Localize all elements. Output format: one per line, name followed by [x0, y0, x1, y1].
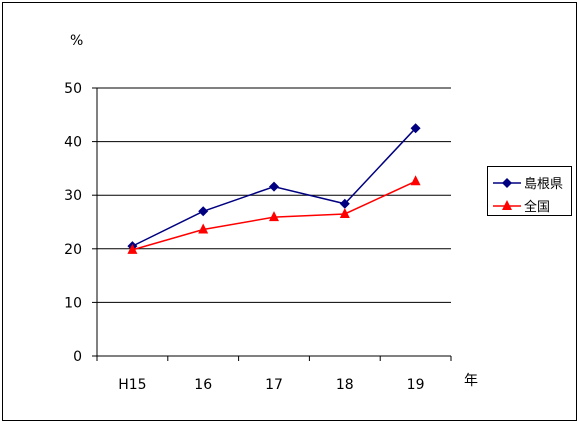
data-point	[269, 181, 279, 192]
series-layer	[127, 123, 421, 254]
data-point	[198, 206, 209, 217]
series-national	[127, 175, 421, 254]
legend-marker	[502, 200, 512, 210]
x-tick-label: 19	[407, 377, 425, 393]
legend-box	[487, 166, 572, 216]
x-tick-label: 17	[265, 377, 283, 393]
legend-label: 全国	[524, 199, 550, 215]
y-tick-label: 0	[73, 349, 82, 365]
y-tick-label: 20	[64, 242, 82, 258]
x-tick-label: 18	[336, 377, 354, 393]
tick-labels: 0 10 20 30 40 50 H15 16 17 18 19	[64, 81, 424, 393]
gridlines	[97, 87, 451, 303]
data-point	[127, 243, 138, 254]
legend-label: 島根県	[524, 177, 563, 192]
data-point	[198, 223, 209, 234]
legend-marker	[502, 178, 512, 188]
chart-border	[2, 2, 577, 421]
x-tick-label: H15	[118, 377, 146, 393]
axes	[92, 87, 452, 361]
y-tick-label: 30	[64, 188, 82, 204]
data-point	[339, 198, 350, 209]
y-tick-label: 50	[64, 81, 82, 97]
y-tick-label: 10	[64, 295, 82, 311]
data-point	[269, 211, 279, 222]
y-axis-unit-label: %	[70, 33, 83, 49]
data-point	[339, 207, 350, 218]
data-point	[410, 123, 421, 134]
y-tick-label: 40	[64, 135, 82, 151]
data-point	[410, 175, 421, 186]
x-axis-unit-label: 年	[464, 373, 478, 389]
x-tick-label: 16	[194, 377, 212, 393]
